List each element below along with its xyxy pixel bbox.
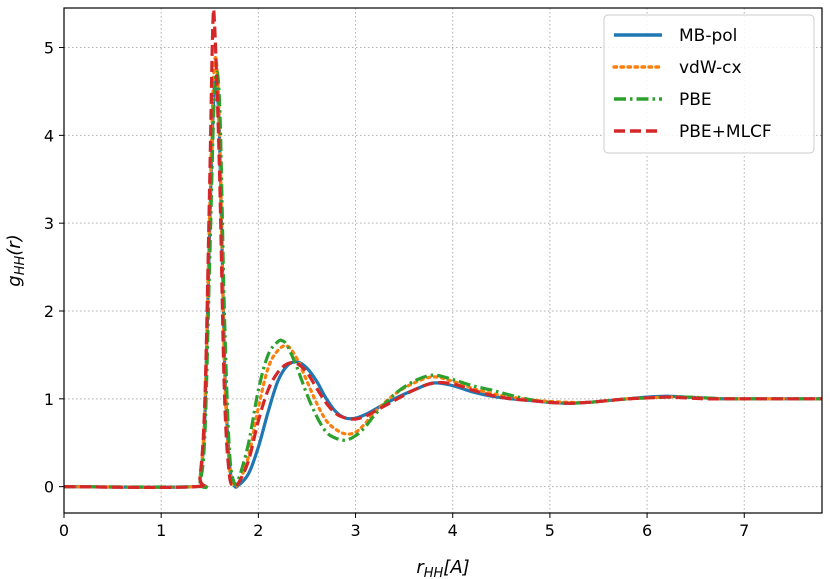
y-tick-label: 2: [44, 302, 54, 321]
x-tick-label: 4: [448, 521, 458, 540]
x-tick-label: 1: [156, 521, 166, 540]
series-layer: [64, 8, 822, 490]
legend-label: vdW-cx: [679, 58, 742, 78]
x-tick-label: 6: [642, 521, 652, 540]
legend-label: MB-pol: [679, 26, 737, 46]
legend: MB-pol vdW-cx PBE PBE+MLCF: [603, 14, 815, 154]
axis-ticks: 0 1 2 3 4 5 6 7 0 1 2 3 4 5: [44, 39, 750, 540]
plot-frame: [63, 7, 823, 514]
y-axis-label: gHH(r): [4, 234, 28, 286]
x-tick-label: 5: [545, 521, 555, 540]
legend-label: PBE: [679, 90, 712, 110]
series-line-pbe: [64, 70, 822, 490]
y-tick-label: 1: [44, 390, 54, 409]
x-tick-label: 2: [253, 521, 263, 540]
legend-label: PBE+MLCF: [679, 122, 772, 142]
series-line-pbe-mlcf: [64, 8, 822, 490]
x-axis-label: rHH[A]: [416, 557, 469, 579]
y-tick-label: 4: [44, 126, 54, 145]
y-tick-label: 0: [44, 478, 54, 497]
x-tick-label: 3: [350, 521, 360, 540]
y-tick-label: 3: [44, 214, 54, 233]
x-tick-label: 0: [59, 521, 69, 540]
legend-box: [603, 14, 815, 154]
y-tick-label: 5: [44, 39, 54, 58]
x-tick-label: 7: [739, 521, 749, 540]
